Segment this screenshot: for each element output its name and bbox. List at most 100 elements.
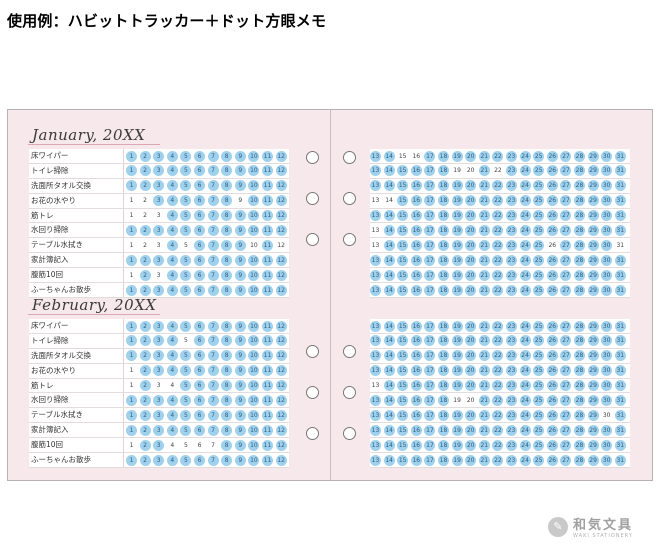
habit-day-done[interactable]: 29 bbox=[587, 224, 599, 236]
habit-day-done[interactable]: 14 bbox=[383, 409, 395, 421]
habit-day-done[interactable]: 15 bbox=[397, 269, 409, 281]
habit-day-done[interactable]: 6 bbox=[194, 335, 205, 347]
habit-day-done[interactable]: 6 bbox=[194, 239, 205, 251]
habit-day-done[interactable]: 23 bbox=[506, 424, 517, 436]
habit-day-done[interactable]: 9 bbox=[234, 254, 246, 266]
habit-day-done[interactable]: 30 bbox=[601, 239, 613, 251]
habit-day-done[interactable]: 25 bbox=[533, 424, 545, 436]
habit-day-done[interactable]: 18 bbox=[438, 195, 449, 207]
habit-day-done[interactable]: 8 bbox=[221, 365, 233, 377]
habit-day-done[interactable]: 22 bbox=[492, 284, 504, 296]
habit-day-done[interactable]: 20 bbox=[465, 224, 477, 236]
habit-day-done[interactable]: 28 bbox=[574, 320, 585, 332]
habit-day-done[interactable]: 3 bbox=[153, 320, 165, 332]
habit-day-done[interactable]: 15 bbox=[397, 409, 409, 421]
habit-day-done[interactable]: 24 bbox=[519, 239, 531, 251]
habit-day-done[interactable]: 14 bbox=[383, 365, 395, 377]
habit-day-done[interactable]: 24 bbox=[519, 350, 531, 362]
habit-day-done[interactable]: 17 bbox=[424, 239, 436, 251]
habit-day-done[interactable]: 14 bbox=[383, 224, 395, 236]
habit-day-done[interactable]: 15 bbox=[397, 394, 409, 406]
habit-day-done[interactable]: 27 bbox=[560, 210, 572, 222]
habit-day-done[interactable]: 22 bbox=[492, 394, 504, 406]
habit-day-done[interactable]: 12 bbox=[275, 224, 287, 236]
habit-day-done[interactable]: 18 bbox=[438, 350, 449, 362]
habit-day-done[interactable]: 9 bbox=[234, 150, 246, 162]
habit-day-done[interactable]: 11 bbox=[262, 195, 273, 207]
habit-day-done[interactable]: 12 bbox=[275, 350, 287, 362]
habit-day[interactable]: 5 bbox=[183, 441, 188, 449]
habit-day-done[interactable]: 14 bbox=[383, 394, 395, 406]
habit-day-done[interactable]: 29 bbox=[587, 409, 599, 421]
habit-day-done[interactable]: 13 bbox=[370, 165, 381, 177]
habit-day-done[interactable]: 16 bbox=[410, 320, 422, 332]
habit-day-done[interactable]: 21 bbox=[478, 424, 490, 436]
habit-day-done[interactable]: 13 bbox=[370, 424, 381, 436]
habit-day-done[interactable]: 13 bbox=[370, 409, 381, 421]
habit-day-done[interactable]: 12 bbox=[275, 284, 287, 296]
habit-day-done[interactable]: 21 bbox=[478, 320, 490, 332]
habit-day-done[interactable]: 11 bbox=[262, 454, 273, 466]
habit-day-done[interactable]: 5 bbox=[180, 380, 192, 392]
habit-day-done[interactable]: 22 bbox=[492, 409, 504, 421]
habit-day-done[interactable]: 1 bbox=[126, 165, 137, 177]
habit-day-done[interactable]: 7 bbox=[207, 150, 219, 162]
habit-day-done[interactable]: 7 bbox=[207, 284, 219, 296]
habit-day-done[interactable]: 11 bbox=[262, 210, 273, 222]
habit-day-done[interactable]: 20 bbox=[465, 239, 477, 251]
habit-day-done[interactable]: 26 bbox=[546, 409, 558, 421]
habit-day-done[interactable]: 7 bbox=[207, 365, 219, 377]
habit-day-done[interactable]: 31 bbox=[614, 195, 626, 207]
habit-day[interactable]: 3 bbox=[156, 241, 161, 249]
habit-day-done[interactable]: 25 bbox=[533, 180, 545, 192]
habit-day-done[interactable]: 29 bbox=[587, 284, 599, 296]
habit-day[interactable]: 1 bbox=[129, 241, 134, 249]
habit-day-done[interactable]: 14 bbox=[383, 335, 395, 347]
habit-day-done[interactable]: 2 bbox=[139, 335, 151, 347]
habit-day[interactable]: 5 bbox=[183, 241, 188, 249]
habit-day-done[interactable]: 22 bbox=[492, 365, 504, 377]
habit-day-done[interactable]: 22 bbox=[492, 350, 504, 362]
habit-day-done[interactable]: 25 bbox=[533, 350, 545, 362]
habit-day-done[interactable]: 7 bbox=[207, 335, 219, 347]
habit-day-done[interactable]: 27 bbox=[560, 439, 572, 451]
habit-day-done[interactable]: 12 bbox=[275, 335, 287, 347]
habit-day-done[interactable]: 4 bbox=[166, 269, 178, 281]
habit-day-done[interactable]: 23 bbox=[506, 210, 517, 222]
habit-day-done[interactable]: 12 bbox=[275, 454, 287, 466]
habit-day-done[interactable]: 20 bbox=[465, 254, 477, 266]
habit-day-done[interactable]: 15 bbox=[397, 454, 409, 466]
habit-day-done[interactable]: 2 bbox=[139, 320, 151, 332]
habit-day-done[interactable]: 11 bbox=[262, 380, 273, 392]
habit-day[interactable]: 2 bbox=[143, 212, 147, 220]
habit-day-done[interactable]: 12 bbox=[275, 180, 287, 192]
habit-day-done[interactable]: 28 bbox=[574, 365, 585, 377]
habit-day-done[interactable]: 4 bbox=[166, 394, 178, 406]
habit-day[interactable]: 9 bbox=[238, 197, 243, 205]
habit-day-done[interactable]: 20 bbox=[465, 439, 477, 451]
habit-day-done[interactable]: 9 bbox=[234, 439, 246, 451]
habit-day-done[interactable]: 31 bbox=[614, 210, 626, 222]
habit-day-done[interactable]: 26 bbox=[546, 210, 558, 222]
habit-day-done[interactable]: 14 bbox=[383, 150, 395, 162]
habit-day-done[interactable]: 14 bbox=[383, 320, 395, 332]
habit-day[interactable]: 20 bbox=[466, 167, 475, 175]
habit-day-done[interactable]: 24 bbox=[519, 439, 531, 451]
habit-day-done[interactable]: 21 bbox=[478, 269, 490, 281]
habit-day-done[interactable]: 26 bbox=[546, 335, 558, 347]
habit-day[interactable]: 12 bbox=[277, 241, 285, 249]
habit-day-done[interactable]: 10 bbox=[248, 210, 260, 222]
habit-day-done[interactable]: 28 bbox=[574, 394, 585, 406]
habit-day-done[interactable]: 30 bbox=[601, 454, 613, 466]
habit-day-done[interactable]: 24 bbox=[519, 284, 531, 296]
habit-day-done[interactable]: 30 bbox=[601, 335, 613, 347]
habit-day-done[interactable]: 4 bbox=[166, 335, 178, 347]
habit-day-done[interactable]: 21 bbox=[478, 195, 490, 207]
habit-day-done[interactable]: 10 bbox=[248, 254, 260, 266]
habit-day-done[interactable]: 16 bbox=[410, 394, 422, 406]
habit-day-done[interactable]: 24 bbox=[519, 409, 531, 421]
habit-day-done[interactable]: 19 bbox=[451, 439, 463, 451]
habit-day-done[interactable]: 4 bbox=[166, 224, 178, 236]
habit-day-done[interactable]: 3 bbox=[153, 284, 165, 296]
habit-day-done[interactable]: 1 bbox=[126, 224, 137, 236]
